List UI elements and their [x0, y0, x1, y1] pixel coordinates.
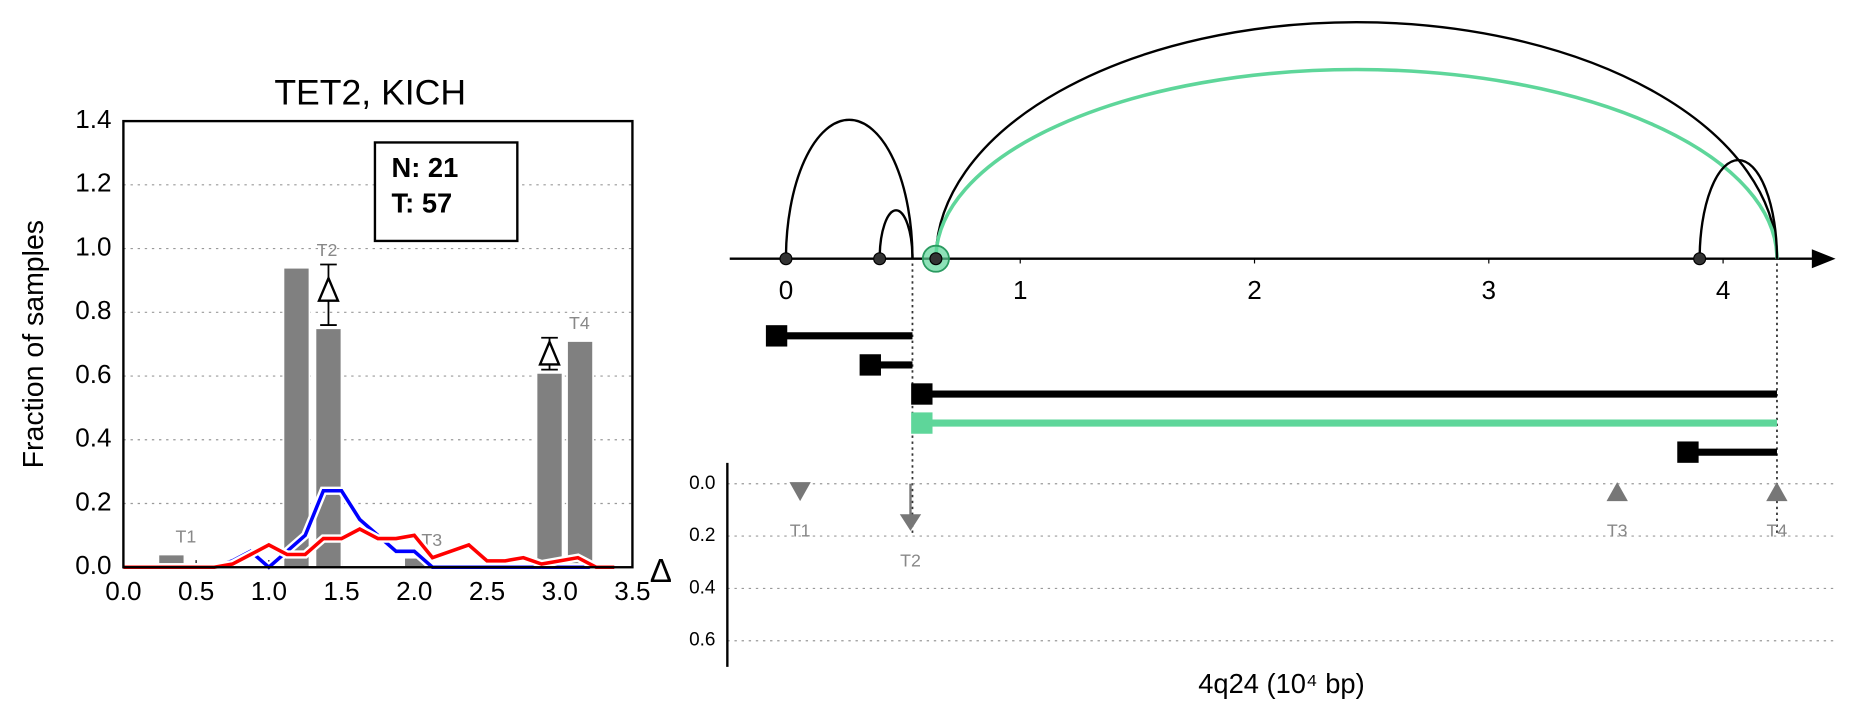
y-axis-label: Fraction of samples	[18, 220, 50, 468]
x-tick-label: 2.0	[396, 576, 432, 606]
x-tick-label: 1.5	[323, 576, 359, 606]
chart-title: TET2, KICH	[274, 72, 466, 112]
segment-start	[859, 354, 881, 376]
y-tick-label: 0.4	[75, 423, 111, 453]
x-tick-label: 3	[1482, 275, 1497, 305]
x-tick-label: 2.5	[469, 576, 505, 606]
bar-group-label: T2	[317, 240, 338, 260]
arc	[1698, 158, 1779, 259]
y-tick-label: 0.0	[689, 473, 715, 494]
arc	[784, 119, 914, 259]
arc	[878, 209, 914, 259]
bar	[314, 327, 343, 569]
bar	[282, 266, 311, 569]
y-tick-label: 0.8	[75, 295, 111, 325]
node	[929, 252, 943, 266]
segment-start	[765, 325, 788, 347]
segment-start	[911, 412, 933, 434]
y-tick-label: 0.2	[689, 525, 715, 546]
delta-marker	[317, 275, 340, 302]
delta-marker	[538, 338, 561, 366]
node	[1693, 252, 1707, 266]
x-tick-label: 2	[1247, 275, 1262, 305]
arc	[934, 68, 1779, 259]
marker-label: T3	[1607, 521, 1628, 541]
bar	[535, 371, 564, 569]
bar	[566, 340, 595, 569]
annotation: N: 21	[392, 152, 459, 183]
segment-start	[911, 383, 933, 405]
marker	[789, 482, 811, 502]
y-tick-label: 1.2	[75, 168, 111, 198]
x-axis-arrow	[1811, 249, 1836, 269]
y-tick-label: 0.6	[75, 359, 111, 389]
y-tick-label: 0.0	[75, 550, 111, 580]
annotation: T: 57	[392, 188, 453, 219]
node	[779, 252, 793, 266]
x-tick-label: 1.0	[251, 576, 287, 606]
marker-label: T2	[900, 550, 921, 570]
y-tick-label: 0.2	[75, 486, 111, 516]
arc	[934, 21, 1779, 259]
x-tick-label: 1	[1013, 275, 1028, 305]
bar-group-label: T1	[176, 527, 197, 547]
x-tick-label: 3.0	[542, 576, 578, 606]
marker	[899, 514, 922, 531]
annotation-box	[373, 141, 519, 243]
segment-start	[1677, 441, 1699, 463]
y-tick-label: 1.4	[75, 104, 111, 134]
x-tick-label: 0	[779, 275, 794, 305]
x-tick-label: 3.5	[614, 576, 650, 606]
plot-frame	[122, 119, 634, 569]
y-tick-label: 1.0	[75, 231, 111, 261]
y-tick-label: 0.4	[689, 577, 715, 598]
x-tick-label: 4	[1716, 275, 1731, 305]
x-axis-label: 4q24 (10⁴ bp)	[1198, 668, 1364, 699]
y-axis-label: Δ	[650, 553, 672, 590]
x-tick-label: 0.0	[105, 576, 141, 606]
marker	[1606, 482, 1628, 502]
marker-label: T1	[790, 521, 811, 541]
y-tick-label: 0.6	[689, 630, 715, 651]
x-tick-label: 0.5	[178, 576, 214, 606]
bar-group-label: T4	[569, 313, 590, 333]
marker	[1766, 482, 1788, 502]
marker-label: T4	[1766, 521, 1787, 541]
node	[873, 252, 887, 266]
